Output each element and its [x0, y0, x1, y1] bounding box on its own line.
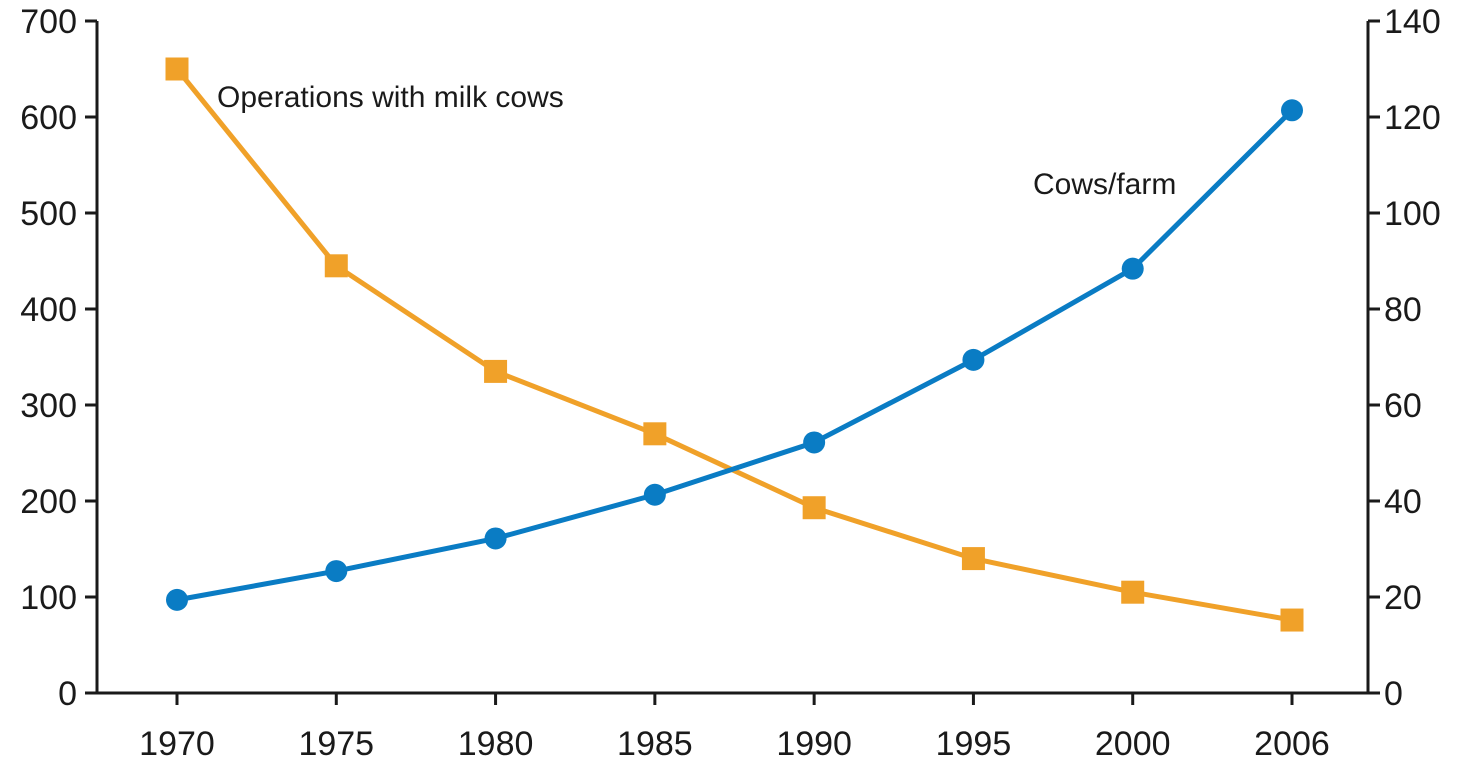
- x-tick-label: 1970: [139, 725, 215, 761]
- data-point-circle: [484, 527, 507, 550]
- x-tick-label: 2000: [1095, 725, 1171, 761]
- data-point-square: [324, 254, 348, 278]
- left-tick-label: 700: [20, 3, 77, 41]
- x-tick-label: 1990: [776, 725, 852, 761]
- data-point-square: [1280, 608, 1304, 632]
- right-tick-label: 80: [1384, 291, 1422, 329]
- data-point-circle: [1281, 99, 1303, 122]
- right-tick-label: 20: [1384, 579, 1422, 617]
- axes: 0 100 200 300 400 500 600 700 0 20 40 60 80 100 120 140…: [20, 3, 1440, 761]
- left-tick-label: 200: [20, 483, 77, 521]
- right-tick-label: 60: [1384, 387, 1422, 425]
- data-point-square: [165, 57, 189, 81]
- x-tick-label: 1980: [458, 725, 534, 761]
- left-tick-label: 100: [20, 579, 77, 617]
- data-point-circle: [166, 588, 188, 611]
- series-line: [176, 108, 1294, 603]
- data-point-circle: [803, 431, 826, 454]
- left-tick-label: 300: [20, 387, 77, 425]
- right-tick-label: 0: [1384, 675, 1403, 713]
- data-point-circle: [962, 348, 985, 371]
- right-tick-label: 40: [1384, 483, 1422, 521]
- series-label-cows-per-farm: Cows/farm: [1033, 168, 1176, 201]
- data-point-square: [1121, 580, 1145, 604]
- series-labels: Operations with milk cows Cows/farm: [217, 81, 1176, 201]
- x-tick-label: 2006: [1254, 725, 1330, 761]
- series-operations: [165, 57, 1304, 632]
- right-tick-label: 120: [1384, 99, 1441, 137]
- left-tick-label: 500: [20, 195, 77, 233]
- left-tick-label: 400: [20, 291, 77, 329]
- x-tick-label: 1995: [936, 725, 1012, 761]
- data-point-circle: [325, 560, 348, 583]
- series-label-operations: Operations with milk cows: [217, 81, 564, 114]
- series-line: [175, 67, 1293, 623]
- right-tick-label: 140: [1384, 3, 1441, 41]
- data-point-circle: [1121, 257, 1144, 280]
- data-point-square: [961, 547, 985, 571]
- x-tick-label: 1985: [617, 725, 693, 761]
- series-layer: [165, 57, 1304, 632]
- data-point-circle: [643, 483, 666, 506]
- x-tick-label: 1975: [298, 725, 374, 761]
- series-cows-per-farm: [166, 99, 1303, 611]
- left-tick-label: 600: [20, 99, 77, 137]
- right-tick-label: 100: [1384, 195, 1441, 233]
- data-point-square: [802, 496, 826, 520]
- data-point-square: [643, 422, 667, 446]
- data-point-square: [484, 359, 508, 383]
- left-tick-label: 0: [58, 675, 77, 713]
